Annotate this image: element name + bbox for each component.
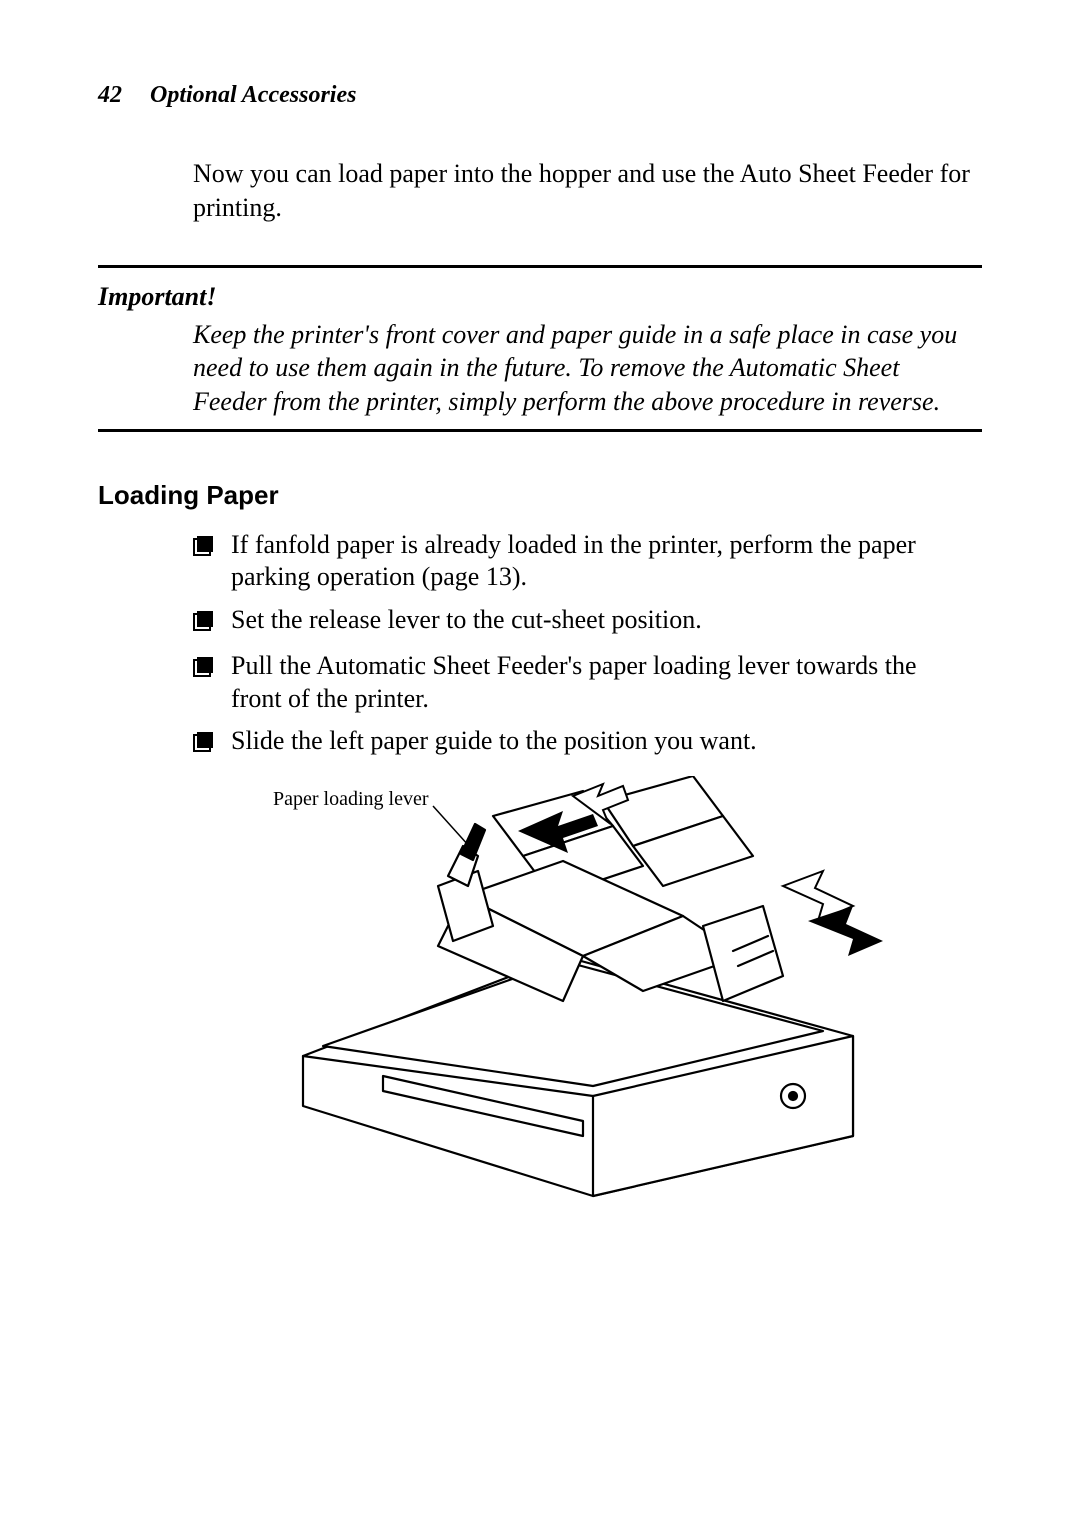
callout-heading: Important! — [98, 282, 982, 312]
figure: Paper loading lever — [193, 776, 982, 1216]
intro-paragraph: Now you can load paper into the hopper a… — [193, 157, 972, 225]
list-item-text: If fanfold paper is already loaded in th… — [231, 529, 972, 594]
list-item: Slide the left paper guide to the positi… — [193, 725, 972, 762]
list-item-text: Set the release lever to the cut-sheet p… — [231, 604, 972, 637]
running-head: 42 Optional Accessories — [98, 82, 982, 109]
callout-body: Keep the printer's front cover and paper… — [193, 318, 972, 419]
checkbox-icon — [193, 725, 231, 762]
checkbox-icon — [193, 604, 231, 641]
page-number: 42 — [98, 82, 122, 108]
list-item-text: Pull the Automatic Sheet Feeder's paper … — [231, 650, 972, 715]
checkbox-icon — [193, 529, 231, 566]
list-item: Pull the Automatic Sheet Feeder's paper … — [193, 650, 972, 715]
list-item: If fanfold paper is already loaded in th… — [193, 529, 972, 594]
checklist: If fanfold paper is already loaded in th… — [193, 529, 972, 762]
manual-page: 42 Optional Accessories Now you can load … — [0, 0, 1080, 1529]
printer-illustration — [263, 776, 903, 1206]
checkbox-icon — [193, 650, 231, 687]
list-item-text: Slide the left paper guide to the positi… — [231, 725, 972, 758]
section-heading: Loading Paper — [98, 480, 982, 511]
important-callout: Important! Keep the printer's front cove… — [98, 265, 982, 432]
chapter-title: Optional Accessories — [150, 82, 356, 108]
list-item: Set the release lever to the cut-sheet p… — [193, 604, 972, 641]
